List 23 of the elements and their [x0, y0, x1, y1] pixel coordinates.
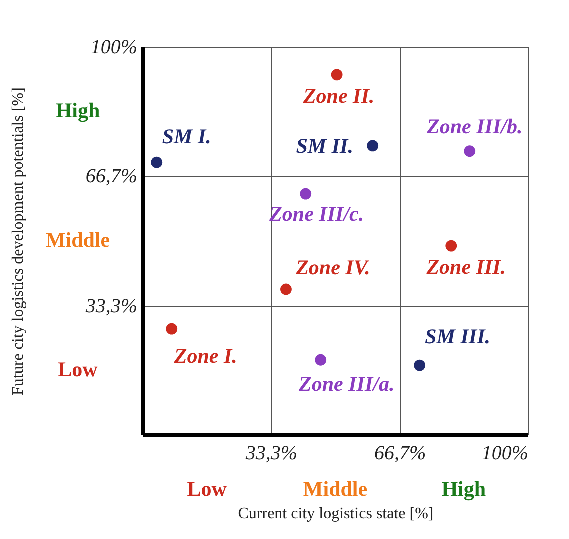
- y-tick-label: 33,3%: [84, 295, 138, 318]
- series-label: Zone III/b.: [426, 114, 523, 138]
- text: Low: [187, 477, 228, 501]
- text: High: [56, 98, 100, 123]
- x-tick-label: 66,7%: [374, 442, 426, 464]
- text: Middle: [46, 228, 110, 252]
- y-axis-title: Future city logistics development potentials [%]: [10, 88, 27, 396]
- series-label: Zone IV.: [295, 256, 370, 280]
- x-tick-label: 100%: [482, 442, 528, 464]
- text: High: [442, 477, 486, 501]
- series-label: SM III.: [425, 324, 491, 349]
- text: Middle: [303, 477, 368, 501]
- y-tick-label: 66,7%: [86, 166, 138, 188]
- y-tick-label: 100%: [90, 36, 138, 58]
- series-label: Zone III.: [426, 255, 506, 280]
- series-label: Zone I.: [173, 344, 238, 368]
- series-label: SM II.: [296, 134, 354, 158]
- series-label: SM I.: [162, 124, 212, 149]
- text: Low: [58, 357, 99, 382]
- x-axis-title: Current city logistics state [%]: [238, 506, 434, 522]
- x-tick-label: 33,3%: [244, 442, 298, 464]
- series-label: Zone II.: [302, 84, 375, 108]
- series-label: Zone III/a.: [298, 372, 395, 396]
